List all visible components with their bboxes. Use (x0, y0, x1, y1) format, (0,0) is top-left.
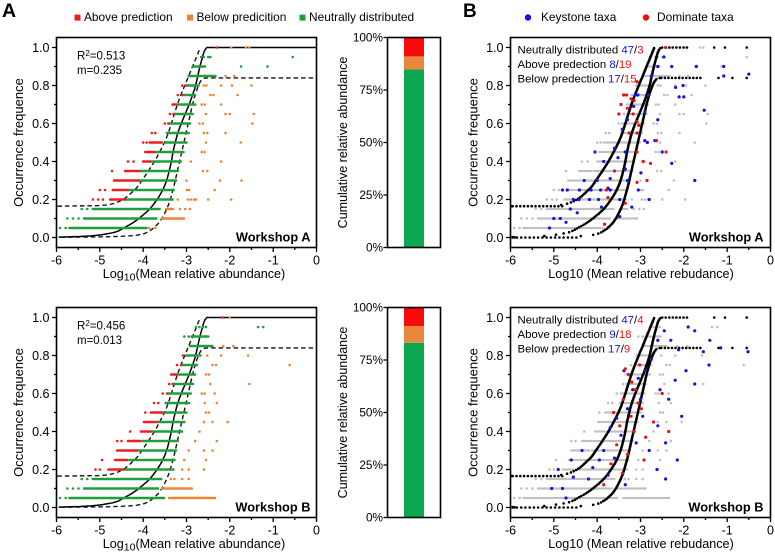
svg-text:m=0.013: m=0.013 (77, 335, 122, 347)
svg-text:Above predection 8/19: Above predection 8/19 (518, 59, 632, 71)
svg-text:75%: 75% (359, 83, 383, 97)
svg-text:-2: -2 (224, 524, 235, 538)
svg-text:Workshop B: Workshop B (235, 500, 310, 515)
svg-text:0.0: 0.0 (32, 501, 49, 515)
svg-text:50%: 50% (359, 136, 383, 150)
svg-text:-5: -5 (94, 254, 105, 268)
svg-text:Log10 (Mean relative rebudance: Log10 (Mean relative rebudance) (548, 537, 734, 551)
svg-text:-4: -4 (592, 524, 603, 538)
svg-text:Above prediction: Above prediction (84, 10, 173, 24)
svg-text:-5: -5 (94, 524, 105, 538)
svg-text:-3: -3 (181, 254, 192, 268)
svg-text:Below predection 17/9: Below predection 17/9 (518, 344, 631, 356)
svg-text:0.0: 0.0 (32, 231, 49, 245)
svg-text:1.0: 1.0 (486, 41, 503, 55)
svg-text:Neutrally distributed 47/4: Neutrally distributed 47/4 (518, 315, 644, 327)
svg-text:-4: -4 (592, 254, 603, 268)
svg-text:Keystone taxa: Keystone taxa (541, 10, 617, 24)
svg-text:-3: -3 (635, 254, 646, 268)
svg-text:-3: -3 (635, 524, 646, 538)
svg-text:Log10 (Mean relative rebudance: Log10 (Mean relative rebudance) (548, 267, 734, 281)
svg-text:Neutrally distributed: Neutrally distributed (309, 10, 414, 24)
svg-text:-3: -3 (181, 524, 192, 538)
svg-text:-4: -4 (138, 254, 149, 268)
svg-text:Below predicition: Below predicition (197, 10, 287, 24)
svg-text:-6: -6 (505, 254, 516, 268)
svg-text:-5: -5 (548, 254, 559, 268)
svg-text:Dominate taxa: Dominate taxa (657, 10, 734, 24)
svg-text:100%: 100% (353, 301, 384, 315)
svg-text:0.6: 0.6 (486, 387, 503, 401)
svg-text:0.2: 0.2 (486, 193, 503, 207)
svg-text:0.6: 0.6 (486, 117, 503, 131)
svg-text:0: 0 (767, 524, 774, 538)
svg-text:R2=0.456: R2=0.456 (77, 319, 125, 333)
svg-text:0.8: 0.8 (486, 349, 503, 363)
svg-text:Log10(Mean relative abundance): Log10(Mean relative abundance) (103, 537, 286, 554)
svg-text:0%: 0% (366, 511, 384, 525)
svg-text:Log10(Mean relative abundance): Log10(Mean relative abundance) (103, 267, 286, 284)
svg-text:100%: 100% (353, 31, 384, 45)
svg-text:Occurrence frequence: Occurrence frequence (466, 348, 481, 477)
svg-text:0%: 0% (366, 241, 384, 255)
svg-text:1.0: 1.0 (32, 41, 49, 55)
svg-text:-6: -6 (505, 524, 516, 538)
svg-text:1.0: 1.0 (486, 311, 503, 325)
svg-text:Workshop B: Workshop B (688, 500, 763, 515)
svg-text:R2=0.513: R2=0.513 (77, 49, 125, 63)
svg-text:0.4: 0.4 (32, 425, 49, 439)
svg-text:25%: 25% (359, 458, 383, 472)
svg-text:-6: -6 (51, 254, 62, 268)
svg-text:Workshop A: Workshop A (236, 230, 311, 245)
svg-text:-2: -2 (678, 254, 689, 268)
svg-text:Occurrence frequence: Occurrence frequence (11, 348, 26, 477)
svg-text:Workshop A: Workshop A (689, 230, 764, 245)
svg-text:50%: 50% (359, 406, 383, 420)
svg-text:A: A (2, 0, 16, 22)
svg-text:75%: 75% (359, 353, 383, 367)
svg-text:Above predection 9/18: Above predection 9/18 (518, 329, 632, 341)
svg-text:0.2: 0.2 (486, 463, 503, 477)
svg-text:0.4: 0.4 (486, 155, 503, 169)
svg-text:0.2: 0.2 (32, 193, 49, 207)
svg-text:0: 0 (313, 524, 320, 538)
svg-text:-1: -1 (722, 524, 733, 538)
svg-text:1.0: 1.0 (32, 311, 49, 325)
svg-text:0.8: 0.8 (486, 79, 503, 93)
svg-text:Neutrally distributed 47/3: Neutrally distributed 47/3 (518, 45, 644, 57)
svg-text:Cumulative relative abundance: Cumulative relative abundance (336, 327, 350, 499)
svg-text:-1: -1 (268, 254, 279, 268)
svg-text:0.4: 0.4 (486, 425, 503, 439)
svg-text:Below predection 17/15: Below predection 17/15 (518, 74, 637, 86)
svg-text:-6: -6 (51, 524, 62, 538)
svg-text:B: B (463, 1, 477, 22)
svg-text:0.6: 0.6 (32, 117, 49, 131)
svg-text:0.4: 0.4 (32, 155, 49, 169)
svg-text:0.0: 0.0 (486, 231, 503, 245)
svg-text:0.8: 0.8 (32, 79, 49, 93)
svg-text:0.8: 0.8 (32, 349, 49, 363)
svg-text:-4: -4 (138, 524, 149, 538)
svg-text:Cumulative relative abundance: Cumulative relative abundance (336, 57, 350, 229)
svg-text:0.6: 0.6 (32, 387, 49, 401)
svg-text:Occurrence frequence: Occurrence frequence (11, 78, 26, 207)
svg-text:25%: 25% (359, 188, 383, 202)
svg-text:-1: -1 (722, 254, 733, 268)
svg-text:0.0: 0.0 (486, 501, 503, 515)
svg-text:Occurrence frequence: Occurrence frequence (466, 78, 481, 207)
svg-text:-5: -5 (548, 524, 559, 538)
svg-text:-1: -1 (268, 524, 279, 538)
svg-text:m=0.235: m=0.235 (77, 65, 122, 77)
svg-text:-2: -2 (224, 254, 235, 268)
svg-text:0.2: 0.2 (32, 463, 49, 477)
svg-text:-2: -2 (678, 524, 689, 538)
svg-text:0: 0 (313, 254, 320, 268)
svg-text:0: 0 (767, 254, 774, 268)
